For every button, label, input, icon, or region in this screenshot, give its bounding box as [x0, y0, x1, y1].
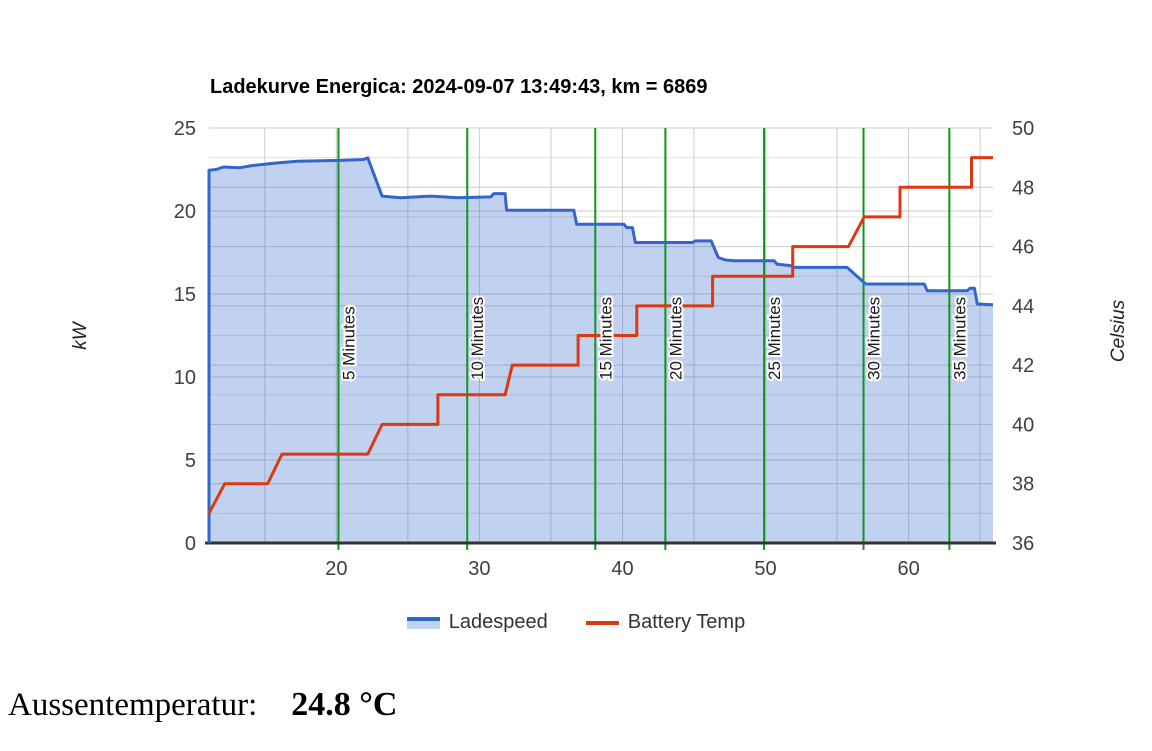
y-left-tick-label: 10 [174, 367, 196, 389]
legend: Ladespeed Battery Temp [0, 611, 1152, 634]
y-right-tick-label: 46 [1012, 237, 1034, 259]
ladespeed-line [207, 156, 994, 543]
y-left-tick-label: 20 [174, 201, 196, 223]
legend-label-ladespeed: Ladespeed [448, 611, 548, 633]
y-right-tick-label: 44 [1012, 296, 1034, 318]
y-left-tick-label: 5 [185, 450, 196, 472]
chart-canvas: 5 Minutes 10 Minutes 15 Minutes 20 Minutes 2… [70, 118, 1129, 580]
legend-item-ladespeed: Ladespeed [406, 611, 548, 634]
x-tick-label: 30 [468, 558, 490, 580]
y-left-tick-label: 0 [185, 533, 196, 555]
time-marker-label: 35 Minutes [950, 297, 969, 380]
y-right-tick-label: 38 [1012, 474, 1034, 496]
chart-title: Ladekurve Energica: 2024-09-07 13:49:43,… [210, 76, 708, 98]
outside-temperature: Aussentemperatur: 24.8 °C [8, 686, 397, 724]
battery-temp-line-icon [585, 620, 619, 625]
x-tick-label: 20 [325, 558, 347, 580]
ladespeed-area-swatch-icon [406, 616, 440, 629]
legend-label-battery-temp: Battery Temp [627, 611, 746, 633]
y-left-tick-label: 25 [174, 118, 196, 140]
y-right-axis-title: Celsius [1108, 299, 1129, 362]
time-marker-label: 5 Minutes [339, 306, 358, 380]
y-right-tick-label: 42 [1012, 355, 1034, 377]
ladespeed-fill-icon [406, 621, 440, 629]
y-left-tick-label: 15 [174, 284, 196, 306]
x-tick-label: 60 [897, 558, 919, 580]
y-right-tick-label: 40 [1012, 414, 1034, 436]
y-left-axis-title: kW [70, 320, 91, 350]
x-tick-label: 50 [754, 558, 776, 580]
time-marker-label: 15 Minutes [596, 297, 615, 380]
outside-temperature-label: Aussentemperatur: [8, 687, 258, 723]
y-right-tick-label: 50 [1012, 118, 1034, 140]
ladespeed-line-icon [406, 617, 440, 621]
battery-temp-line [207, 156, 993, 515]
y-right-tick-label: 36 [1012, 533, 1034, 555]
legend-item-battery-temp: Battery Temp [585, 611, 746, 634]
time-marker-label: 20 Minutes [666, 297, 685, 380]
time-marker-label: 10 Minutes [468, 297, 487, 380]
time-marker-label: 30 Minutes [865, 297, 884, 380]
y-right-tick-label: 48 [1012, 177, 1034, 199]
time-marker-label: 25 Minutes [765, 297, 784, 380]
x-tick-label: 40 [611, 558, 633, 580]
ladespeed-area [209, 157, 993, 543]
outside-temperature-value: 24.8 °C [291, 686, 398, 723]
